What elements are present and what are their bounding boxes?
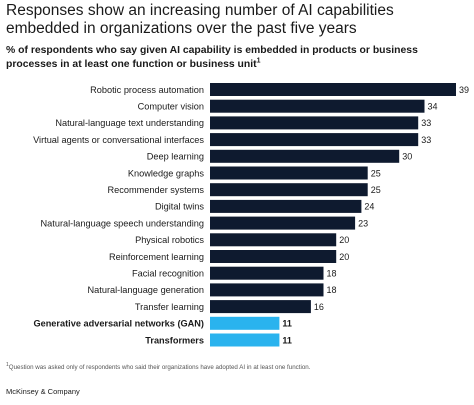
bar [210, 266, 324, 280]
category-label: Digital twins [155, 202, 204, 212]
category-label: Recommender systems [108, 185, 205, 195]
category-label: Transformers [145, 335, 204, 345]
data-label: 33 [421, 118, 431, 128]
footnote: 1Question was asked only of respondents … [6, 361, 468, 371]
data-label: 18 [327, 269, 337, 279]
category-label: Generative adversarial networks (GAN) [33, 319, 204, 329]
bar [210, 83, 456, 96]
category-label: Robotic process automation [90, 85, 204, 95]
subtitle-text: % of respondents who say given AI capabi… [6, 45, 418, 70]
chart-subtitle: % of respondents who say given AI capabi… [6, 44, 468, 72]
category-label: Natural-language text understanding [55, 118, 204, 128]
category-label: Deep learning [147, 152, 204, 162]
source-label: McKinsey & Company [6, 387, 80, 396]
bar [210, 166, 368, 180]
data-label: 33 [421, 135, 431, 145]
category-label: Virtual agents or conversational interfa… [33, 135, 204, 145]
category-label: Computer vision [138, 102, 204, 112]
bar [210, 233, 337, 247]
data-label: 11 [282, 335, 292, 345]
bar [210, 99, 425, 113]
category-label: Natural-language generation [88, 285, 204, 295]
bar [210, 333, 280, 347]
bar [210, 116, 419, 130]
category-label: Physical robotics [135, 235, 204, 245]
bar [210, 250, 337, 263]
bar [210, 133, 419, 147]
bar [210, 149, 400, 163]
data-label: 20 [339, 252, 349, 262]
bar [210, 216, 356, 230]
bar-chart: Robotic process automation 39 Computer vis… [33, 83, 469, 347]
category-label: Natural-language speech understanding [41, 218, 204, 228]
data-label: 11 [282, 319, 292, 329]
data-label: 25 [371, 185, 381, 195]
data-label: 30 [402, 152, 412, 162]
category-label: Facial recognition [132, 269, 204, 279]
subtitle-footnote-marker: 1 [256, 57, 261, 65]
data-label: 23 [358, 218, 368, 228]
data-label: 20 [339, 235, 349, 245]
category-label: Reinforcement learning [109, 252, 204, 262]
bar [210, 183, 368, 197]
category-label: Knowledge graphs [128, 168, 205, 178]
data-label: 16 [314, 302, 324, 312]
data-label: 34 [428, 102, 438, 112]
bar [210, 316, 280, 330]
bar [210, 199, 362, 213]
footnote-text: Question was asked only of respondents w… [8, 364, 311, 371]
bar [210, 300, 311, 314]
footnote-marker: 1 [6, 361, 9, 368]
category-label: Transfer learning [135, 302, 204, 312]
data-label: 25 [371, 168, 381, 178]
chart-title: Responses show an increasing number of A… [6, 2, 394, 37]
data-label: 39 [459, 85, 469, 95]
data-label: 18 [327, 285, 337, 295]
data-label: 24 [364, 202, 374, 212]
bar [210, 283, 324, 297]
